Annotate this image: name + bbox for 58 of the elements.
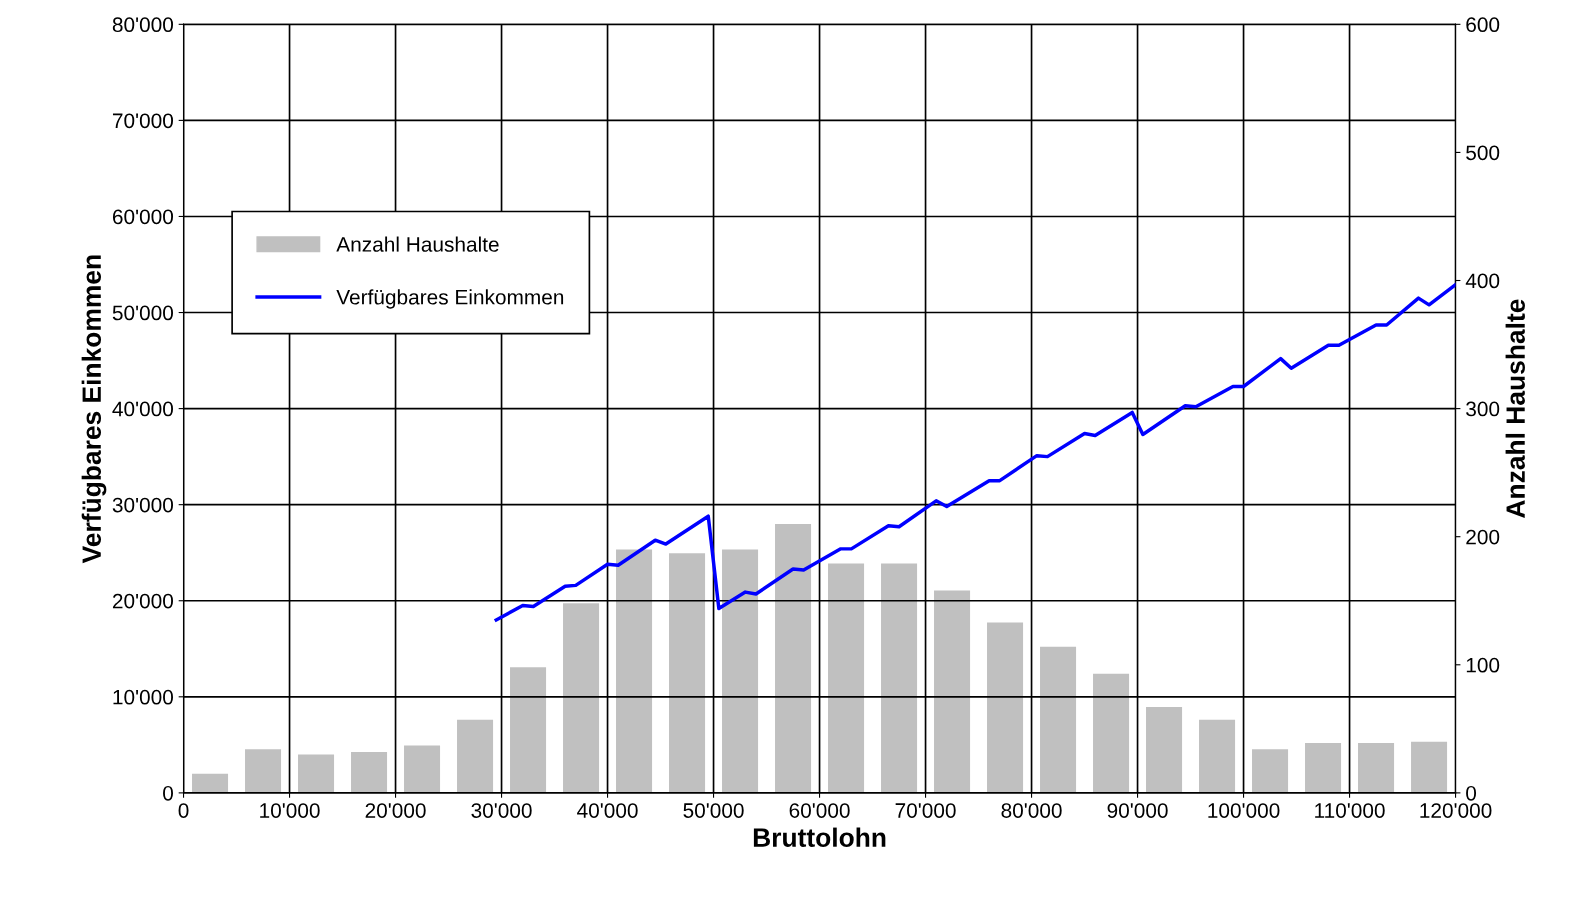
- y2-tick-label: 600: [1466, 17, 1500, 33]
- x-tick-label: 40'000: [577, 803, 638, 818]
- y-tick-label: 80'000: [112, 17, 174, 33]
- bar: [669, 553, 706, 793]
- x-tick-label: 70'000: [895, 803, 956, 818]
- y2-tick-label: 200: [1466, 529, 1500, 545]
- x-tick-label: 80'000: [1001, 803, 1062, 818]
- y2-tick-label: 500: [1466, 145, 1500, 161]
- bar: [934, 590, 971, 793]
- y2-tick-label: 300: [1466, 401, 1500, 417]
- bar: [351, 751, 388, 793]
- y-tick-label: 70'000: [112, 113, 174, 129]
- legend-label: Anzahl Haushalte: [336, 236, 499, 252]
- bar: [1040, 646, 1077, 793]
- x-tick-label: 50'000: [683, 803, 744, 818]
- bar: [722, 549, 759, 793]
- x-tick-label: 20'000: [365, 803, 426, 818]
- bar: [775, 523, 812, 793]
- y-tick-label: 60'000: [112, 209, 174, 225]
- y-tick-label: 40'000: [112, 401, 174, 417]
- y2-tick-label: 400: [1465, 273, 1500, 289]
- y-tick-label: 30'000: [112, 497, 174, 513]
- bar: [1199, 719, 1236, 793]
- bar: [881, 563, 918, 793]
- bar: [616, 549, 653, 793]
- y-axis-title: Verfügbares Einkommen: [81, 255, 107, 564]
- bar: [192, 773, 229, 793]
- bar: [987, 622, 1024, 793]
- x-tick-label: 100'000: [1208, 803, 1280, 818]
- x-tick-label: 30'000: [471, 803, 532, 818]
- bar: [1252, 749, 1289, 793]
- bar: [1305, 742, 1342, 793]
- y-tick-label: 10'000: [113, 689, 174, 705]
- bar: [1146, 707, 1183, 793]
- y2-tick-label: 100: [1466, 657, 1500, 673]
- y-tick-label: 50'000: [112, 305, 174, 321]
- bar: [404, 745, 441, 793]
- bar: [298, 754, 335, 793]
- x-tick-label: 90'000: [1107, 803, 1168, 818]
- x-tick-label: 10'000: [260, 803, 320, 818]
- bar: [1093, 673, 1130, 793]
- x-tick-label: 110'000: [1315, 803, 1385, 818]
- bar: [245, 749, 282, 793]
- bar: [1358, 742, 1395, 793]
- x-axis-title: Bruttolohn: [753, 827, 886, 847]
- x-tick-label: 120'000: [1420, 803, 1492, 818]
- legend-label: Verfügbares Einkommen: [336, 289, 564, 309]
- bar: [1411, 741, 1448, 793]
- y2-axis-title: Anzahl Haushalte: [1505, 299, 1525, 518]
- bar: [563, 603, 600, 793]
- bar: [457, 719, 494, 793]
- bar: [828, 563, 865, 793]
- x-tick-label: 0: [178, 803, 189, 818]
- y-tick-label: 0: [163, 785, 173, 801]
- bar: [510, 667, 547, 793]
- y-tick-label: 20'000: [112, 593, 174, 609]
- x-tick-label: 60'000: [789, 803, 850, 818]
- y2-tick-label: 0: [1466, 785, 1477, 801]
